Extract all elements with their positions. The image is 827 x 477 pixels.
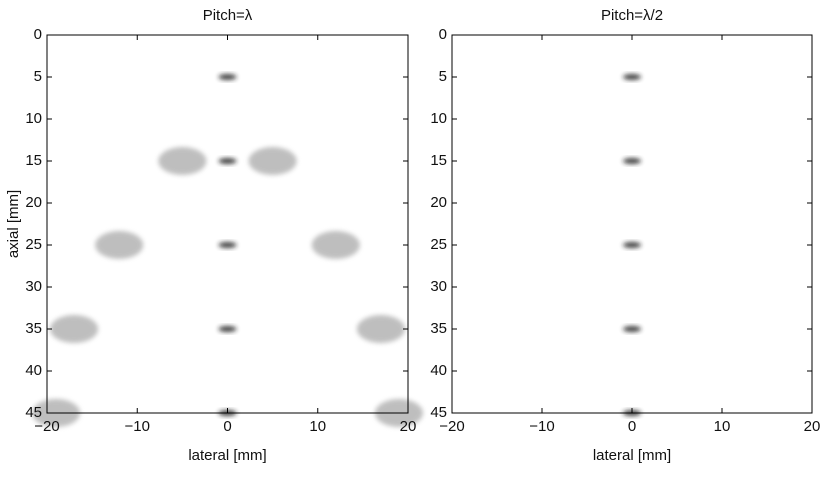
x-tick-label: 10 [714,418,731,435]
chart-title: Pitch=λ/2 [601,7,663,24]
axes-box [46,34,409,414]
y-tick-label: 5 [34,68,42,85]
x-axis-label: lateral [mm] [188,447,266,464]
axes-box [451,34,813,414]
y-tick-label: 35 [25,320,42,337]
y-tick-label: 10 [25,110,42,127]
y-tick-label: 5 [439,68,447,85]
target-blob [218,242,237,248]
y-tick-label: 0 [439,26,447,43]
y-tick-label: 10 [430,110,447,127]
target-blob [623,242,641,248]
y-axis-label: axial [mm] [5,190,22,258]
y-tick-label: 40 [430,362,447,379]
target-blob [311,231,360,259]
x-tick-label: −10 [125,418,150,435]
x-tick-label: 20 [804,418,821,435]
y-tick-label: 30 [430,278,447,295]
x-tick-label: −20 [439,418,464,435]
y-tick-label: 20 [25,194,42,211]
target-blob [248,147,297,175]
target-blob [623,158,641,164]
y-tick-label: 45 [430,404,447,421]
y-tick-label: 0 [34,26,42,43]
y-tick-label: 30 [25,278,42,295]
x-tick-label: −10 [529,418,554,435]
chart-title: Pitch=λ [203,7,253,24]
x-tick-label: 0 [628,418,636,435]
target-blob [95,231,144,259]
target-blob [218,158,237,164]
y-tick-label: 25 [430,236,447,253]
y-tick-label: 15 [25,152,42,169]
target-blob [356,315,405,343]
target-blob [218,74,237,80]
x-tick-label: −20 [34,418,59,435]
target-blob [218,326,237,332]
target-blob [623,74,641,80]
target-blob [158,147,207,175]
x-tick-label: 20 [400,418,417,435]
y-tick-label: 15 [430,152,447,169]
y-tick-label: 25 [25,236,42,253]
x-tick-label: 10 [309,418,326,435]
y-tick-label: 45 [25,404,42,421]
target-blob [623,326,641,332]
y-tick-label: 20 [430,194,447,211]
x-axis-label: lateral [mm] [593,447,671,464]
y-tick-label: 35 [430,320,447,337]
y-tick-label: 40 [25,362,42,379]
x-tick-label: 0 [223,418,231,435]
target-blob [50,315,99,343]
